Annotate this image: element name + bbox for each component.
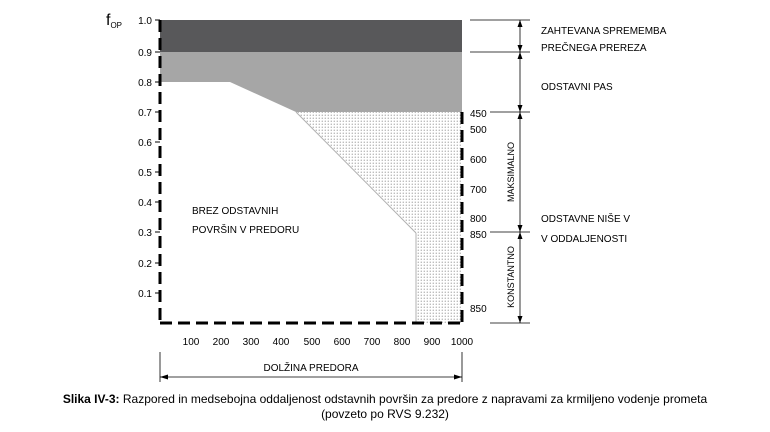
constant-label: KONSTANTNO [506,246,516,308]
legend-niches-line2: V ODDALJENOSTI [541,234,627,245]
y-tick-label: 0.9 [138,48,152,59]
y-tick-label: 0.5 [138,168,152,179]
right-scale: 450 500 600 700 800 850 850 [470,109,487,315]
x-tick-label: 100 [183,337,200,348]
x-dimension [159,352,463,382]
niches-boundary-line [295,111,417,234]
figure-caption: Slika IV-3: Razpored in medsebojna oddal… [0,392,770,422]
parking-niches-region [296,112,462,323]
diagram: fOP 1.0 0.9 0.8 0.7 0.6 0.5 0.4 0.3 0.2 … [106,12,667,382]
right-tick-label: 700 [470,185,487,196]
x-tick-label: 900 [424,337,441,348]
y-tick-label: 0.3 [138,228,152,239]
x-tick-label: 300 [243,337,260,348]
caption-label: Slika IV-3: [62,392,120,406]
x-tick-label: 700 [364,337,381,348]
x-axis-title: DOLŽINA PREDORA [263,361,358,374]
y-tick-label: 0.8 [138,78,152,89]
y-tick-label: 1.0 [138,16,152,27]
right-tick-label: 800 [470,214,487,225]
y-tick-label: 0.2 [138,259,152,270]
legend-niches-line1: ODSTAVNE NIŠE V [541,212,630,225]
x-ticks: 100 200 300 400 500 600 700 800 900 1000 [183,337,474,348]
x-tick-label: 800 [394,337,411,348]
right-tick-label: 600 [470,155,487,166]
legend: ZAHTEVANA SPREMEMBA PREČNEGA PREREZA ODS… [541,26,667,245]
no-bays-label-line1: BREZ ODSTAVNIH [192,206,278,217]
caption-text: Razpored in medsebojna oddaljenost odsta… [119,392,708,406]
legend-cross-section-line1: ZAHTEVANA SPREMEMBA [541,26,667,37]
y-tick-label: 0.7 [138,108,152,119]
y-tick-label: 0.4 [138,198,152,209]
x-tick-label: 200 [213,337,230,348]
caption-line1: Slika IV-3: Razpored in medsebojna oddal… [0,392,770,407]
y-axis-label: fOP [106,12,122,30]
maximum-label: MAKSIMALNO [506,142,516,202]
right-tick-label: 850 [470,230,487,241]
parking-lane-band [160,52,462,112]
legend-lane: ODSTAVNI PAS [541,82,613,93]
cross-section-change-band [160,20,462,52]
right-tick-label: 850 [470,304,487,315]
no-bays-label-line2: POVRŠIN V PREDORU [192,223,299,236]
legend-cross-section-line2: PREČNEGA PREREZA [541,41,647,54]
y-tick-label: 0.1 [138,289,152,300]
y-ticks: 1.0 0.9 0.8 0.7 0.6 0.5 0.4 0.3 0.2 0.1 [138,16,160,300]
x-tick-label: 500 [304,337,321,348]
x-tick-label: 1000 [451,337,474,348]
x-tick-label: 600 [334,337,351,348]
right-tick-label: 450 [470,109,487,120]
x-tick-label: 400 [273,337,290,348]
right-tick-label: 500 [470,125,487,136]
y-tick-label: 0.6 [138,138,152,149]
right-brackets [470,19,530,324]
caption-line2: (povzeto po RVS 9.232) [321,407,449,421]
